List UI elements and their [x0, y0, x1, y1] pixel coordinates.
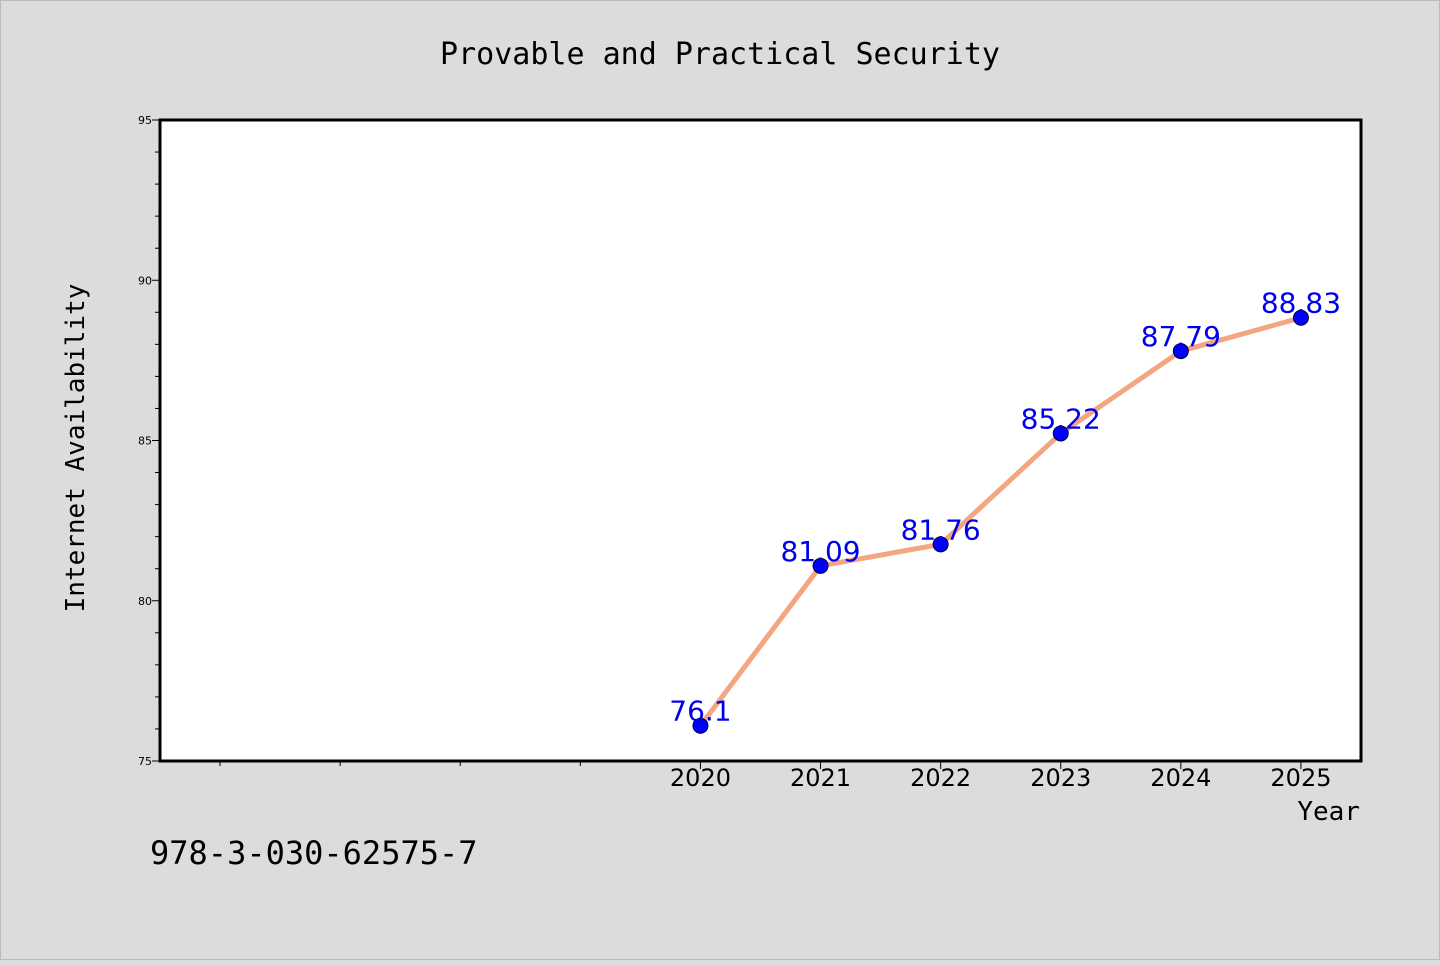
y-tick-label: 95: [138, 114, 152, 127]
plot-area: [160, 120, 1361, 761]
y-tick-label: 90: [138, 274, 152, 287]
x-axis: 2020 2021 2022 2023 2024 2025: [219, 761, 1331, 792]
data-point: [1052, 425, 1069, 442]
y-axis-label: Internet Availability: [61, 284, 91, 613]
series-line: [698, 315, 1302, 728]
x-tick-label: 2022: [910, 764, 971, 792]
chart-title: Provable and Practical Security: [440, 37, 1000, 72]
data-label: 85.22: [1021, 402, 1101, 435]
data-point: [1172, 343, 1189, 360]
data-label: 76.1: [669, 695, 731, 728]
data-point: [1292, 309, 1309, 326]
y-tick-label: 85: [138, 435, 152, 448]
x-axis-label: Year: [1297, 797, 1360, 827]
x-tick-label: 2020: [670, 764, 731, 792]
data-labels: 76.1 81.09 81.76 85.22 87.79 88.83: [669, 287, 1341, 728]
data-point: [932, 536, 949, 553]
x-tick-label: 2024: [1150, 764, 1211, 792]
data-label: 81.09: [780, 535, 860, 568]
footnote-isbn: 978-3-030-62575-7: [150, 834, 478, 872]
data-label: 88.83: [1261, 287, 1341, 320]
y-tick-label: 80: [138, 595, 152, 608]
series-markers: [692, 309, 1309, 734]
data-label: 87.79: [1141, 320, 1221, 353]
x-tick-label: 2025: [1270, 764, 1331, 792]
x-tick-label: 2021: [790, 764, 851, 792]
y-tick-label: 75: [138, 755, 152, 768]
plot-frame: [158, 118, 1363, 763]
data-point: [692, 717, 709, 734]
data-point: [812, 557, 829, 574]
x-tick-label: 2023: [1030, 764, 1091, 792]
data-label: 81.76: [901, 513, 981, 546]
